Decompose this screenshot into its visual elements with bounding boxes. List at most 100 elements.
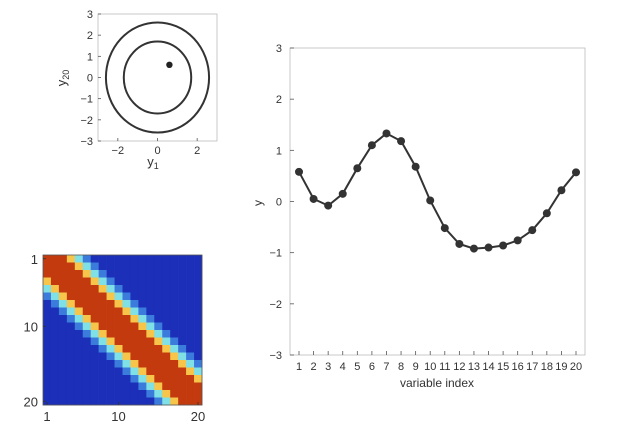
heatmap-cell (90, 397, 99, 406)
heatmap-cell (122, 262, 131, 271)
heatmap-cell (130, 360, 139, 368)
heatmap-cell (43, 277, 52, 286)
heatmap-cell (90, 330, 99, 338)
heatmap-cell (106, 352, 115, 361)
heatmap-cell (194, 270, 203, 278)
heatmap-cell (74, 337, 84, 346)
heatmap-cell (43, 270, 52, 278)
heatmap-cell (130, 367, 139, 376)
circle-plot-xtick-label: 0 (154, 145, 160, 157)
heatmap-cell (170, 352, 179, 361)
heatmap-cell (114, 352, 123, 361)
heatmap-cell (106, 382, 115, 391)
heatmap-cell (194, 352, 203, 361)
series-plot-ytick-label: 0 (276, 197, 282, 209)
heatmap-cell (178, 322, 187, 331)
heatmap-cell (98, 375, 107, 383)
heatmap-cell (122, 360, 131, 368)
heatmap-cell (170, 315, 179, 323)
series-point (382, 129, 391, 138)
heatmap-cell (122, 352, 131, 361)
heatmap-cell (58, 390, 68, 398)
heatmap-cell (106, 307, 115, 316)
heatmap-cell (74, 345, 84, 353)
heatmap-cell (58, 277, 68, 286)
heatmap-cell (178, 307, 187, 316)
heatmap-cell (66, 337, 76, 346)
heatmap-cell (82, 360, 91, 368)
heatmap-cell (186, 360, 195, 368)
heatmap-cell (146, 337, 155, 346)
covariance-heatmap: 1 10 20 1 10 20 (24, 252, 206, 424)
heatmap-cell (162, 300, 171, 308)
heatmap-cell (66, 360, 76, 368)
heatmap-cell (58, 397, 68, 406)
heatmap-cell (98, 397, 107, 406)
heatmap-cell (186, 397, 195, 406)
heatmap-cell (186, 322, 195, 331)
series-plot-series (295, 129, 580, 253)
heatmap-cell (130, 315, 139, 323)
heatmap-cell (74, 307, 84, 316)
heatmap-cell (138, 300, 147, 308)
heatmap-cell (66, 300, 76, 308)
heatmap-cell (50, 285, 60, 293)
heatmap-cell (178, 285, 187, 293)
circle-plot-ticks: −2 0 2 −3 −2 −1 0 1 2 3 (80, 9, 200, 157)
heatmap-cell (98, 330, 107, 338)
heatmap-row-label: 1 (31, 252, 38, 267)
heatmap-cell (130, 262, 139, 271)
heatmap-cell (146, 285, 155, 293)
heatmap-cell (74, 322, 84, 331)
series-plot-ytick-label: 2 (276, 94, 282, 106)
heatmap-cell (58, 292, 68, 301)
heatmap-cell (98, 285, 107, 293)
heatmap-cell (50, 360, 60, 368)
heatmap-cell (162, 270, 171, 278)
heatmap-cell (82, 367, 91, 376)
heatmap-cell (50, 337, 60, 346)
heatmap-cell (98, 337, 107, 346)
heatmap-cell (154, 330, 163, 338)
heatmap-cell (43, 390, 52, 398)
heatmap-cell (50, 345, 60, 353)
heatmap-cell (162, 277, 171, 286)
heatmap-cell (162, 330, 171, 338)
heatmap-cell (154, 322, 163, 331)
heatmap-cell (154, 375, 163, 383)
heatmap-cell (98, 367, 107, 376)
heatmap-cell (90, 315, 99, 323)
heatmap-cell (170, 270, 179, 278)
series-plot-xtick-label: 11 (439, 361, 450, 373)
heatmap-cell (122, 382, 131, 391)
heatmap-cell (122, 375, 131, 383)
heatmap-cell (154, 307, 163, 316)
heatmap-cell (82, 337, 91, 346)
series-point (440, 224, 449, 233)
heatmap-cell (154, 367, 163, 376)
heatmap-cell (146, 390, 155, 398)
heatmap-cell (106, 285, 115, 293)
heatmap-cell (98, 382, 107, 391)
heatmap-cell (106, 315, 115, 323)
heatmap-cell (114, 270, 123, 278)
circle-plot: −2 0 2 −3 −2 −1 0 1 2 3 y1 y20 (54, 9, 218, 171)
heatmap-cell (66, 330, 76, 338)
heatmap-cell (122, 307, 131, 316)
heatmap-cell (114, 262, 123, 271)
heatmap-cell (138, 292, 147, 301)
heatmap-cell (170, 345, 179, 353)
heatmap-cell (66, 352, 76, 361)
circle-plot-ytick-label: −1 (80, 94, 93, 106)
heatmap-cell (194, 367, 203, 376)
heatmap-cell (138, 315, 147, 323)
heatmap-cell (74, 360, 84, 368)
heatmap-cell (90, 337, 99, 346)
heatmap-cell (138, 262, 147, 271)
heatmap-cell (43, 337, 52, 346)
heatmap-cell (122, 277, 131, 286)
heatmap-cell (74, 285, 84, 293)
heatmap-cell (74, 352, 84, 361)
heatmap-cell (58, 255, 68, 263)
series-point (499, 241, 508, 250)
